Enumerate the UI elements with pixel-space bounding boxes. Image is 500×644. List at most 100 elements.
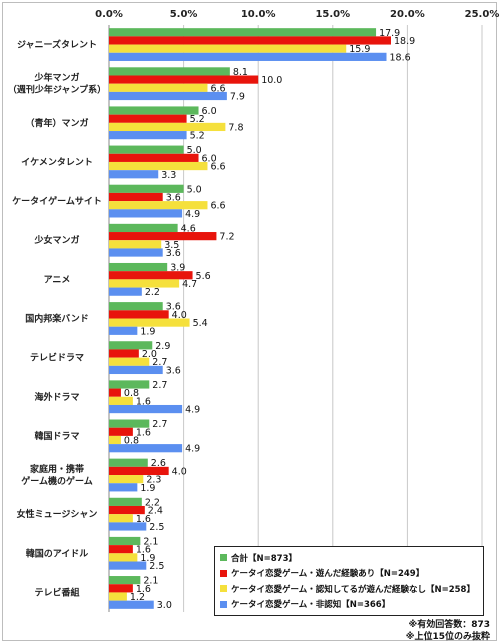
category-label: テレビドラマ [30,352,84,364]
note-top15: ※上位15位のみ抜粋 [405,632,490,642]
bar [109,600,154,609]
bar [109,184,184,193]
data-label: 2.2 [145,497,160,508]
bar [109,427,133,436]
bar [109,106,199,115]
data-label: 5.2 [190,114,205,125]
data-label: 2.0 [142,349,157,360]
bar [109,83,208,92]
bar [109,114,187,123]
bar [109,28,377,37]
data-label: 2.7 [152,419,167,430]
data-label: 2.5 [149,522,164,533]
category-label: 韓国のアイドル [26,547,89,559]
legend-swatch [220,600,227,608]
data-label: 3.6 [166,248,181,259]
data-label: 4.6 [181,223,196,234]
bar [109,36,391,45]
data-label: 6.0 [202,106,217,117]
data-label: 18.9 [394,36,415,47]
bar [109,67,230,76]
data-label: 1.6 [136,584,151,595]
data-label: 1.9 [140,483,155,494]
bar [109,388,121,397]
data-label: 2.3 [146,475,161,486]
category-label: テレビ番組 [34,586,79,598]
data-label: 7.2 [219,232,234,243]
data-label: 4.9 [185,444,200,455]
bar [109,153,199,162]
category-label: 少年マンガ（週刊少年ジャンプ系） [8,72,106,96]
data-label: 4.7 [182,279,197,290]
category-label-line: 国内邦楽バンド [25,313,88,325]
category-label-line: テレビドラマ [30,352,84,364]
data-label: 2.6 [151,458,166,469]
x-tick-label: 20.0% [390,9,425,20]
bar [109,404,183,414]
bar [109,349,139,358]
category-label-line: テレビ番組 [34,586,79,598]
data-label: 2.2 [145,287,160,298]
category-label-line: 韓国ドラマ [34,430,79,442]
category-label-line: アニメ [44,274,71,285]
bar [109,475,144,484]
legend-item: ケータイ恋愛ゲーム・非認知【N=366】 [220,597,478,613]
data-label: 6.6 [210,201,225,212]
category-label-line: 少女マンガ [33,234,79,246]
data-label: 1.6 [136,545,151,556]
category-label: ケータイゲームサイト [12,195,102,207]
data-label: 3.0 [157,600,172,611]
bar [109,514,133,523]
bar [109,170,159,179]
category-label-line: ジャニーズタレント [17,39,97,51]
data-label: 7.8 [228,122,243,133]
bar [109,522,147,531]
category-label: イケメンタレント [21,156,93,168]
legend-swatch [220,554,227,562]
bar [109,545,133,554]
bar [109,302,163,311]
note-responses: ※有効回答数：873 [408,620,490,630]
bar [109,271,193,280]
bar [109,357,150,366]
category-label-line: ケータイゲームサイト [12,195,102,207]
data-label: 0.8 [124,436,139,447]
data-label: 15.9 [349,44,370,55]
bar [109,287,142,296]
bar [109,131,187,140]
bar [109,380,150,389]
category-label-line: イケメンタレント [21,156,93,168]
bar [109,396,133,405]
data-label: 1.2 [130,592,145,603]
bar [109,419,150,428]
legend-label: ケータイ恋愛ゲーム・非認知【N=366】 [231,600,391,611]
data-label: 5.0 [187,184,202,195]
legend-label: ケータイ恋愛ゲーム・遊んだ経験あり【N=249】 [231,569,425,580]
bar [109,536,141,546]
data-label: 2.4 [148,506,163,517]
category-label: 国内邦楽バンド [25,313,88,325]
data-label: 2.7 [152,380,167,391]
bar [109,318,190,327]
data-label: 17.9 [379,28,400,39]
data-label: 2.7 [152,357,167,368]
bar [109,584,133,593]
data-label: 4.0 [172,466,187,477]
bar [109,466,169,476]
category-label: 少女マンガ [33,234,79,246]
data-label: 4.9 [185,405,200,416]
bar [109,75,259,84]
data-label: 4.9 [185,209,200,220]
bar [109,240,162,249]
category-label-line: （週刊少年ジャンプ系） [8,84,106,96]
data-label: 3.6 [166,365,181,376]
x-tick-label: 5.0% [170,9,198,20]
bar [109,52,387,61]
category-label: 海外ドラマ [34,391,79,403]
bar [109,223,178,233]
data-label: 1.6 [136,427,151,438]
bar [109,483,138,492]
category-label: 家庭用・携帯ゲーム機のゲーム [21,463,92,487]
bar [109,122,226,132]
